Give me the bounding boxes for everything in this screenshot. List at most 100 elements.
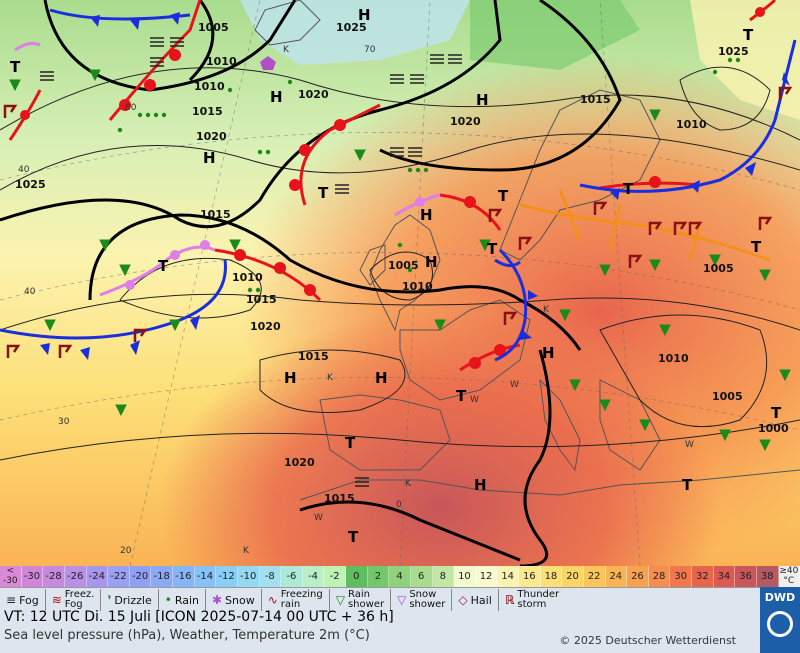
isobar-label: 1010 bbox=[402, 280, 433, 293]
snow-shower-icon: ▽ bbox=[397, 593, 407, 607]
low-label: T bbox=[771, 404, 782, 422]
legend-thunderstorm-label: Thunder storm bbox=[517, 589, 560, 610]
region-marker: W bbox=[314, 513, 323, 523]
colorbar-cell: -30 bbox=[21, 566, 44, 587]
high-label: H bbox=[284, 369, 297, 387]
high-label: H bbox=[375, 369, 388, 387]
trough-branches bbox=[558, 189, 702, 261]
region-marker: W bbox=[510, 380, 519, 390]
colorbar-cell: 20 bbox=[562, 566, 584, 587]
colorbar-cell: -18 bbox=[151, 566, 173, 587]
region-marker: K bbox=[543, 305, 550, 315]
valid-time: VT: 12 UTC Di. 15 Juli [ICON 2025-07-14 … bbox=[4, 609, 394, 625]
low-label: T bbox=[682, 476, 693, 494]
temperature-label: 70 bbox=[364, 45, 376, 55]
isobar-label: 1015 bbox=[246, 293, 277, 306]
legend-rain: • Rain bbox=[159, 589, 206, 611]
legend-freezing-rain: ∿ Freezing rain bbox=[262, 589, 330, 611]
isobar-label: 1010 bbox=[676, 118, 707, 131]
rain-icon: • bbox=[164, 593, 172, 607]
legend-freezing-fog-label: Freez. Fog bbox=[64, 589, 95, 610]
isobar-labels: 1005 1010 1015 1020 1025 1010 1020 1015 … bbox=[15, 21, 789, 505]
snow-symbol-iceland bbox=[260, 56, 276, 70]
snow-icon: ✱ bbox=[211, 593, 223, 607]
colorbar-cell: 22 bbox=[583, 566, 606, 587]
colorbar-cell: 6 bbox=[410, 566, 433, 587]
isobar-label: 1005 bbox=[198, 21, 229, 34]
hail-icon: ◇ bbox=[458, 593, 468, 607]
legend-freezing-fog: ≋ Freez. Fog bbox=[46, 589, 102, 611]
colorbar-cell: 18 bbox=[540, 566, 563, 587]
colorbar-cell: 36 bbox=[735, 566, 757, 587]
isobar-label: 1010 bbox=[206, 55, 237, 68]
colorbar-cell: -26 bbox=[64, 566, 87, 587]
isobar-label: 1015 bbox=[298, 350, 329, 363]
colorbar-cell: -2 bbox=[324, 566, 346, 587]
isobar-label: 1010 bbox=[658, 352, 689, 365]
legend-rain-label: Rain bbox=[174, 593, 199, 607]
temperature-label: 0 bbox=[396, 500, 402, 510]
cold-fronts bbox=[0, 8, 797, 362]
isobars-thin bbox=[0, 66, 800, 461]
colorbar-cell: -16 bbox=[173, 566, 195, 587]
colorbar-cell: -28 bbox=[43, 566, 65, 587]
isobar-label: 1025 bbox=[15, 178, 46, 191]
colorbar-cell: 16 bbox=[519, 566, 541, 587]
high-label: H bbox=[270, 88, 283, 106]
colorbar-cell: -8 bbox=[259, 566, 282, 587]
isobar-label: 1010 bbox=[194, 80, 225, 93]
freezing-fog-icon: ≋ bbox=[51, 593, 62, 607]
dwd-logo: DWD bbox=[760, 587, 800, 653]
temperature-label: 30 bbox=[58, 417, 70, 427]
colorbar-cell: 4 bbox=[389, 566, 411, 587]
isobar-label: 1005 bbox=[388, 259, 419, 272]
region-marker: W bbox=[470, 395, 479, 405]
colorbar-cell: -14 bbox=[194, 566, 217, 587]
colorbar-cell: -4 bbox=[302, 566, 325, 587]
warm-front-symbols bbox=[20, 7, 765, 369]
low-label: T bbox=[345, 434, 356, 452]
high-label: H bbox=[474, 476, 487, 494]
colorbar-cell: 14 bbox=[497, 566, 519, 587]
colorbar-cell: 38 bbox=[756, 566, 779, 587]
fog-icon: ≡ bbox=[6, 593, 17, 607]
colorbar-cell: 30 bbox=[670, 566, 692, 587]
colorbar-cell: 0 bbox=[346, 566, 368, 587]
isobar-label: 1000 bbox=[758, 422, 789, 435]
isobar-label: 1020 bbox=[196, 130, 227, 143]
legend-snow-label: Snow bbox=[225, 593, 255, 607]
colorbar-cell: 28 bbox=[648, 566, 671, 587]
legend-fog-label: Fog bbox=[19, 593, 39, 607]
cold-front-symbols bbox=[40, 12, 790, 360]
legend-thunderstorm: ℝ Thunder storm bbox=[499, 589, 565, 611]
legend-snow-shower: ▽ Snow shower bbox=[391, 589, 453, 611]
colorbar-cell: 32 bbox=[692, 566, 714, 587]
region-marker: K bbox=[327, 373, 334, 383]
colorbar-cell: 2 bbox=[367, 566, 390, 587]
legend-hail: ◇ Hail bbox=[452, 589, 499, 611]
low-label: T bbox=[318, 184, 329, 202]
region-marker: W bbox=[685, 440, 694, 450]
legend-freezing-rain-label: Freezing rain bbox=[280, 589, 323, 610]
freezing-rain-icon: ∿ bbox=[267, 593, 278, 607]
high-label: H bbox=[542, 344, 555, 362]
logo-swirl-icon bbox=[767, 611, 793, 637]
colorbar-cell: 26 bbox=[627, 566, 649, 587]
isobar-label: 1005 bbox=[712, 390, 743, 403]
cool-area-north bbox=[470, 0, 640, 70]
isobars-thick bbox=[0, 0, 622, 566]
low-label: T bbox=[743, 26, 754, 44]
low-label: T bbox=[158, 257, 169, 275]
colorbar-cell: < -30 bbox=[0, 566, 22, 587]
isobar-label: 1015 bbox=[324, 492, 355, 505]
high-label: H bbox=[425, 253, 438, 271]
chart-footer: VT: 12 UTC Di. 15 Juli [ICON 2025-07-14 … bbox=[0, 609, 760, 653]
low-label: T bbox=[487, 240, 498, 258]
low-label: T bbox=[498, 187, 509, 205]
isobar-label: 1015 bbox=[580, 93, 611, 106]
isobar-label: 1015 bbox=[192, 105, 223, 118]
isobar-label: 1020 bbox=[250, 320, 281, 333]
weather-legend: ≡ Fog ≋ Freez. Fog ❜ Drizzle • Rain ✱ Snow ∿ F… bbox=[0, 587, 760, 612]
temperature-label: 40 bbox=[24, 287, 36, 297]
colorbar-cell: -6 bbox=[281, 566, 303, 587]
